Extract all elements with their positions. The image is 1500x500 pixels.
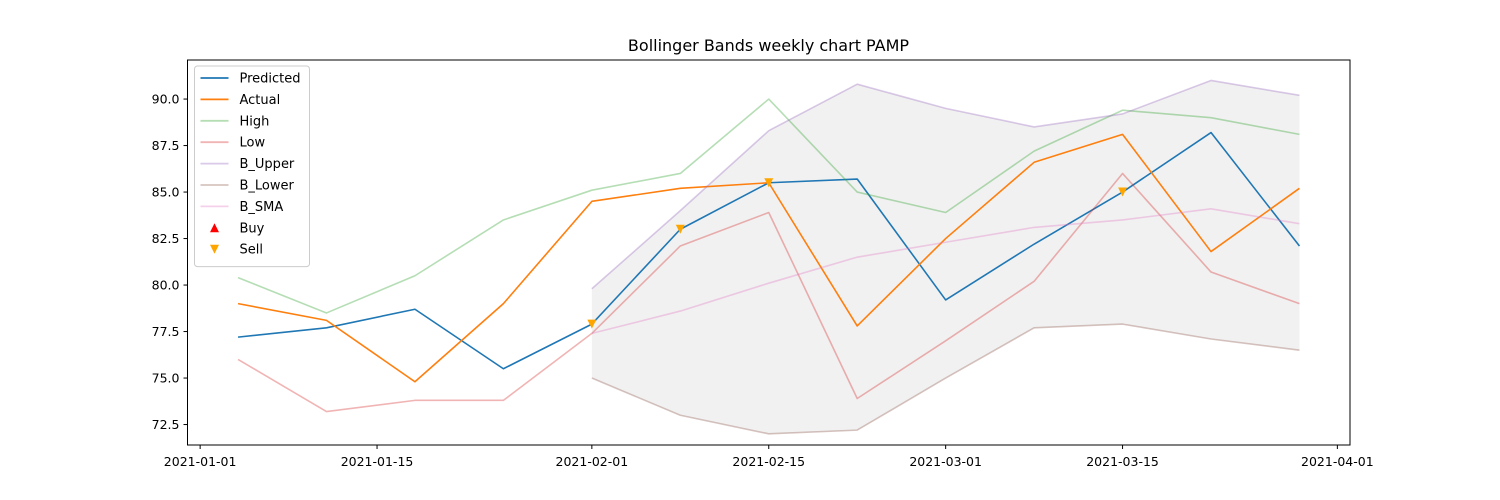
y-tick-label: 72.5	[152, 417, 180, 432]
x-tick-label: 2021-01-01	[164, 454, 237, 469]
y-tick-label: 80.0	[152, 278, 180, 293]
series-line-low	[237, 172, 1300, 413]
y-tick-label: 90.0	[152, 92, 180, 107]
x-tick-label: 2021-01-15	[341, 454, 414, 469]
legend-label-b-upper: B_Upper	[240, 157, 295, 172]
bollinger-band-fill	[591, 80, 1300, 434]
plot-area: 72.5 75.0 77.5 80.0 82.5 85.0 87.5 90.0 2021-01-…	[152, 59, 1374, 469]
sell-marker	[675, 224, 685, 234]
legend-label-sell: Sell	[240, 243, 263, 258]
y-tick-label: 85.0	[152, 185, 180, 200]
legend-box	[194, 65, 310, 268]
legend-swatch-sell	[210, 244, 219, 254]
legend-label-buy: Buy	[240, 221, 265, 236]
series-line-b-sma	[591, 207, 1300, 335]
y-tick-label: 87.5	[152, 138, 180, 153]
chart-title: Bollinger Bands weekly chart PAMP	[628, 36, 910, 55]
x-tick-label: 2021-03-15	[1086, 454, 1159, 469]
sell-marker	[764, 178, 774, 188]
x-tick-label: 2021-04-01	[1301, 454, 1374, 469]
series-line-high	[237, 98, 1300, 314]
legend-label-predicted: Predicted	[240, 72, 301, 87]
legend-swatch-buy	[210, 223, 219, 233]
legend-label-low: Low	[240, 136, 266, 151]
x-tick-label: 2021-02-01	[556, 454, 629, 469]
y-tick-label: 77.5	[152, 324, 180, 339]
series-line-b-lower	[591, 323, 1300, 435]
sell-marker	[587, 319, 597, 329]
legend-label-b-sma: B_SMA	[240, 200, 284, 215]
legend-label-high: High	[240, 114, 270, 129]
sell-marker	[1118, 187, 1128, 197]
legend-label-b-lower: B_Lower	[240, 179, 295, 194]
y-tick-label: 75.0	[152, 371, 180, 386]
x-tick-label: 2021-03-01	[909, 454, 982, 469]
y-tick-label: 82.5	[152, 231, 180, 246]
x-tick-label: 2021-02-15	[732, 454, 805, 469]
series-line-b-upper	[591, 79, 1300, 290]
legend-label-actual: Actual	[240, 93, 281, 108]
